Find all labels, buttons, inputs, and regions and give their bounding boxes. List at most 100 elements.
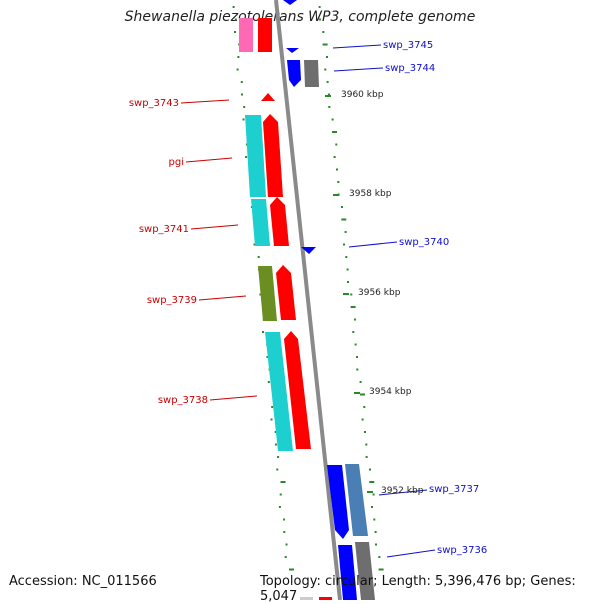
track-dot: [289, 568, 294, 571]
track-dot: [328, 106, 331, 108]
accession-label: Accession: NC_011566: [9, 574, 157, 589]
track-dot: [280, 481, 286, 483]
track-dot: [277, 456, 280, 458]
track-dot: [285, 543, 288, 546]
track-dot: [347, 281, 349, 283]
gene-label-swp-3741: swp_3741: [139, 224, 189, 235]
track-dot: [243, 106, 246, 108]
track-dot: [245, 156, 248, 158]
track-dot: [345, 256, 348, 258]
track-dot: [365, 456, 368, 458]
gene-label-swp-3745: swp_3745: [383, 40, 433, 51]
track-dot: [378, 568, 384, 571]
gene-blue-3737: [327, 465, 349, 539]
track-dot: [336, 168, 338, 171]
track-dot: [361, 418, 364, 421]
right-dotted-track: [318, 6, 384, 571]
track-dot: [259, 293, 262, 296]
track-dot: [354, 343, 357, 346]
track-dot: [326, 56, 328, 58]
track-dot: [333, 156, 336, 158]
track-dot: [372, 493, 375, 496]
gene-label-swp-3736: swp_3736: [437, 545, 487, 556]
track-dot: [237, 56, 240, 58]
gene-label-swp-3737: swp_3737: [429, 484, 479, 495]
track-dot: [322, 31, 325, 33]
position-tick-3954: 3954 kbp: [369, 387, 412, 397]
track-dot: [369, 481, 375, 483]
gene-gray-bottom: [300, 597, 313, 600]
track-dot: [267, 381, 270, 383]
track-dot: [274, 431, 277, 433]
track-dot: [378, 556, 381, 558]
gene-label-pgi: pgi: [169, 157, 184, 168]
genome-backbone: [274, 0, 342, 600]
track-dot: [284, 556, 287, 558]
map-title: Shewanella piezotolerans WP3, complete g…: [124, 9, 476, 25]
track-dot: [283, 531, 286, 533]
track-dot: [318, 6, 321, 8]
gene-red-3738: [284, 331, 311, 449]
gene-steelblue-3737: [345, 464, 368, 536]
track-dot: [270, 418, 273, 421]
track-dot: [331, 118, 334, 121]
track-dot: [242, 118, 245, 121]
track-dot: [240, 81, 243, 83]
track-dot: [279, 493, 282, 496]
gene-label-swp-3744: swp_3744: [385, 63, 435, 74]
track-dot: [375, 543, 377, 546]
position-tick-3952: 3952 kbp: [381, 486, 424, 496]
reverse-strand-genes: [239, 18, 332, 600]
track-dot: [324, 68, 327, 71]
gene-label-swp-3743: swp_3743: [129, 98, 179, 109]
track-dot: [341, 218, 347, 221]
track-dot: [371, 506, 373, 508]
track-dot: [274, 443, 277, 446]
gene-red-pgi: [263, 114, 283, 197]
track-dot: [328, 93, 330, 96]
track-dot: [350, 306, 356, 308]
gene-blue-3744: [287, 60, 301, 87]
gene-red-top: [258, 18, 272, 52]
track-dot: [332, 131, 337, 133]
track-dot: [360, 393, 365, 396]
track-dot: [343, 243, 345, 246]
track-dot: [236, 68, 239, 71]
position-tick-group: 3960 kbp 3958 kbp 3956 kbp 3954 kbp 3952…: [325, 90, 424, 496]
gene-small-red: [261, 93, 275, 101]
track-dot: [369, 468, 371, 471]
track-dot: [344, 231, 347, 233]
track-dot: [257, 256, 260, 258]
gene-cyan-3738: [265, 332, 293, 451]
track-dot: [346, 268, 349, 271]
gene-olive-3739: [258, 266, 277, 321]
track-dot: [356, 368, 359, 371]
gene-blue-3736: [338, 545, 357, 600]
track-dot: [335, 143, 338, 146]
track-dot: [266, 356, 269, 358]
label-leaders: [180, 44, 436, 558]
track-dot: [326, 81, 329, 83]
track-dot: [341, 206, 343, 208]
position-tick-3960: 3960 kbp: [341, 90, 384, 100]
track-dot: [234, 31, 236, 33]
track-dot: [241, 93, 243, 96]
track-dot: [253, 243, 256, 246]
track-dot: [271, 406, 274, 408]
position-tick-3956: 3956 kbp: [358, 288, 401, 298]
track-dot: [319, 18, 321, 21]
track-dot: [337, 181, 340, 183]
track-dot: [364, 431, 366, 433]
gene-label-swp-3739: swp_3739: [147, 295, 197, 306]
track-dot: [359, 381, 362, 383]
gene-blue-top-arrow: [283, 0, 297, 5]
track-dot: [363, 406, 366, 408]
track-dot: [374, 531, 377, 533]
gene-red-3739: [276, 265, 296, 320]
track-dot: [352, 331, 355, 333]
gene-red-3741: [270, 197, 289, 246]
gene-blue-3740: [301, 247, 316, 254]
gene-pink-top: [239, 18, 253, 52]
gene-label-swp-3740: swp_3740: [399, 237, 449, 248]
